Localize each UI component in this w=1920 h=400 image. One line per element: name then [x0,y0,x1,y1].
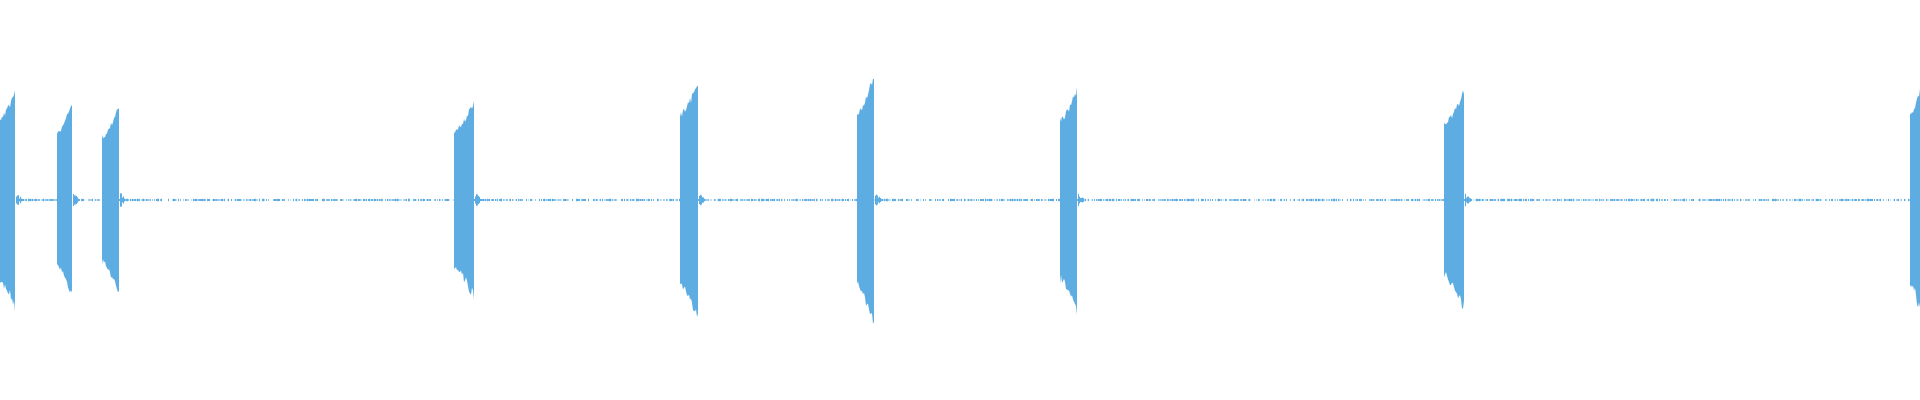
waveform-burst-3 [102,107,119,293]
waveform-burst-tail-7 [1078,193,1085,207]
waveform-burst-tail-1 [16,195,23,205]
waveform-burst-1 [0,90,15,312]
noise-floor-line [16,198,1911,202]
waveform-burst-tail-5 [699,194,706,206]
waveform-noise-floor [16,198,1911,202]
waveform-burst-tail-3 [120,193,127,207]
waveform-burst-8 [1444,90,1464,309]
waveform-burst-7 [1060,86,1077,315]
waveform-burst-tail-8 [1465,193,1472,207]
waveform-burst-5 [680,85,698,317]
waveform-burst-2 [57,105,72,293]
waveform-burst-9 [1910,88,1920,308]
waveform-burst-6 [857,78,874,324]
waveform-burst-tail-6 [875,194,882,206]
waveform-burst-4 [454,100,474,300]
waveform-bursts [0,78,1920,324]
waveform-burst-tail-4 [475,194,482,206]
waveform-burst-tail-2 [73,193,80,207]
